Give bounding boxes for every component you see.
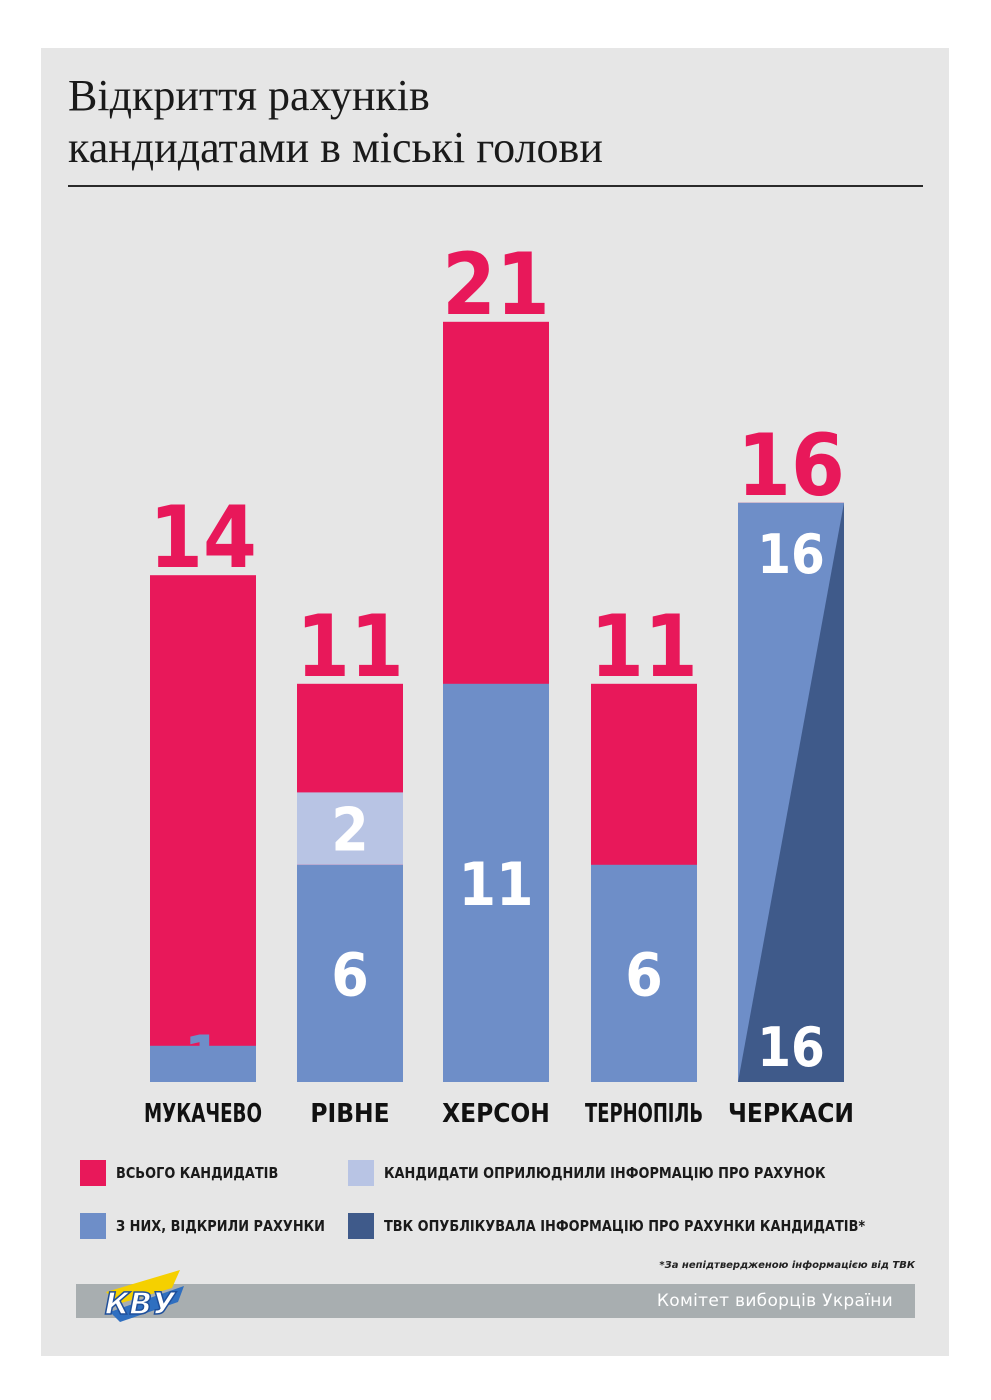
legend-label-published-by-commission: ТВК ОПУБЛІКУВАЛА ІНФОРМАЦІЮ ПРО РАХУНКИ …: [384, 1217, 866, 1235]
legend-item-published-by-candidates: КАНДИДАТИ ОПРИЛЮДНИЛИ ІНФОРМАЦІЮ ПРО РАХ…: [348, 1160, 897, 1186]
footer-bar: Комітет виборців України: [76, 1284, 915, 1318]
category-label-category-2: РІВНЕ: [310, 1099, 389, 1129]
legend-label-total: ВСЬОГО КАНДИДАТІВ: [116, 1164, 279, 1182]
value-label-opened-category-2: 6: [331, 940, 369, 1010]
bar-opened-category-4: [591, 864, 697, 1082]
legend-item-total: ВСЬОГО КАНДИДАТІВ: [80, 1160, 305, 1186]
value-label-opened-category-4: 6: [625, 940, 663, 1010]
legend-label-opened: З НИХ, ВІДКРИЛИ РАХУНКИ: [116, 1217, 325, 1235]
chart-title: Відкриття рахунків кандидатами в міські …: [68, 70, 928, 174]
bar-published-by-commission-category-5: [738, 502, 844, 1082]
footer-organization-name: Комітет виборців України: [656, 1291, 893, 1311]
logo-text: КВУ: [105, 1287, 177, 1322]
bar-total-category-1: [150, 575, 256, 1082]
value-label-published-by-candidates-category-2: 2: [331, 796, 369, 866]
bar-opened-category-1: [150, 1045, 256, 1082]
bar-published-by-candidates-category-2: [297, 792, 403, 865]
category-label-category-5: ЧЕРКАСИ: [728, 1099, 854, 1129]
legend-item-opened: З НИХ, ВІДКРИЛИ РАХУНКИ: [80, 1213, 359, 1239]
value-label-opened-category-3: 11: [458, 850, 533, 920]
value-label-total-category-5: 16: [737, 416, 845, 516]
bar-chart: 14 1 МУКАЧЕВО 11 6 2 РІВНЕ 21 11 ХЕРСОН 11 6 ТЕРНОПІ…: [144, 235, 854, 1129]
value-label-total-category-4: 11: [590, 597, 698, 697]
legend-swatch-opened: [80, 1213, 106, 1239]
value-label-opened-category-5: 16: [757, 523, 825, 586]
legend-item-published-by-commission: ТВК ОПУБЛІКУВАЛА ІНФОРМАЦІЮ ПРО РАХУНКИ …: [348, 1213, 944, 1239]
logo-blue-stripe: [110, 1286, 184, 1322]
title-divider: [68, 185, 923, 187]
value-label-total-category-1: 14: [149, 488, 257, 588]
value-label-total-category-3: 21: [442, 235, 550, 335]
chart-title-line-2: кандидатами в міські голови: [68, 123, 603, 172]
footnote: *За непідтвердженою інформацією від ТВК: [659, 1260, 915, 1271]
bar-opened-category-2: [297, 864, 403, 1082]
kvu-logo-icon: КВУ: [104, 1270, 184, 1323]
legend-swatch-total: [80, 1160, 106, 1186]
value-label-published-by-commission-category-5: 16: [757, 1016, 825, 1079]
bar-opened-category-3: [443, 683, 549, 1082]
category-label-category-4: ТЕРНОПІЛЬ: [585, 1099, 703, 1129]
chart-legend: ВСЬОГО КАНДИДАТІВ КАНДИДАТИ ОПРИЛЮДНИЛИ …: [80, 1155, 920, 1245]
legend-swatch-published-by-candidates: [348, 1160, 374, 1186]
value-label-total-category-2: 11: [296, 597, 404, 697]
chart-title-line-1: Відкриття рахунків: [68, 71, 430, 120]
legend-label-published-by-candidates: КАНДИДАТИ ОПРИЛЮДНИЛИ ІНФОРМАЦІЮ ПРО РАХ…: [384, 1164, 826, 1182]
value-label-opened-category-1: 1: [184, 1023, 222, 1093]
category-label-category-3: ХЕРСОН: [442, 1099, 550, 1129]
category-label-category-1: МУКАЧЕВО: [144, 1099, 262, 1129]
legend-swatch-published-by-commission: [348, 1213, 374, 1239]
logo-yellow-stripe: [106, 1270, 180, 1304]
